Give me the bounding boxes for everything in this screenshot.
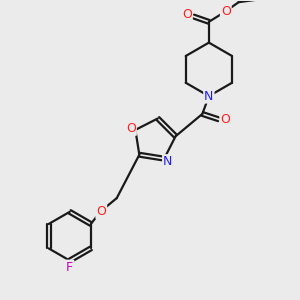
- Text: O: O: [126, 122, 136, 135]
- Text: N: N: [163, 155, 172, 168]
- Text: O: O: [182, 8, 192, 22]
- Text: O: O: [220, 113, 230, 126]
- Text: O: O: [221, 4, 231, 18]
- Text: O: O: [96, 205, 106, 218]
- Text: F: F: [66, 261, 73, 274]
- Text: N: N: [204, 90, 214, 103]
